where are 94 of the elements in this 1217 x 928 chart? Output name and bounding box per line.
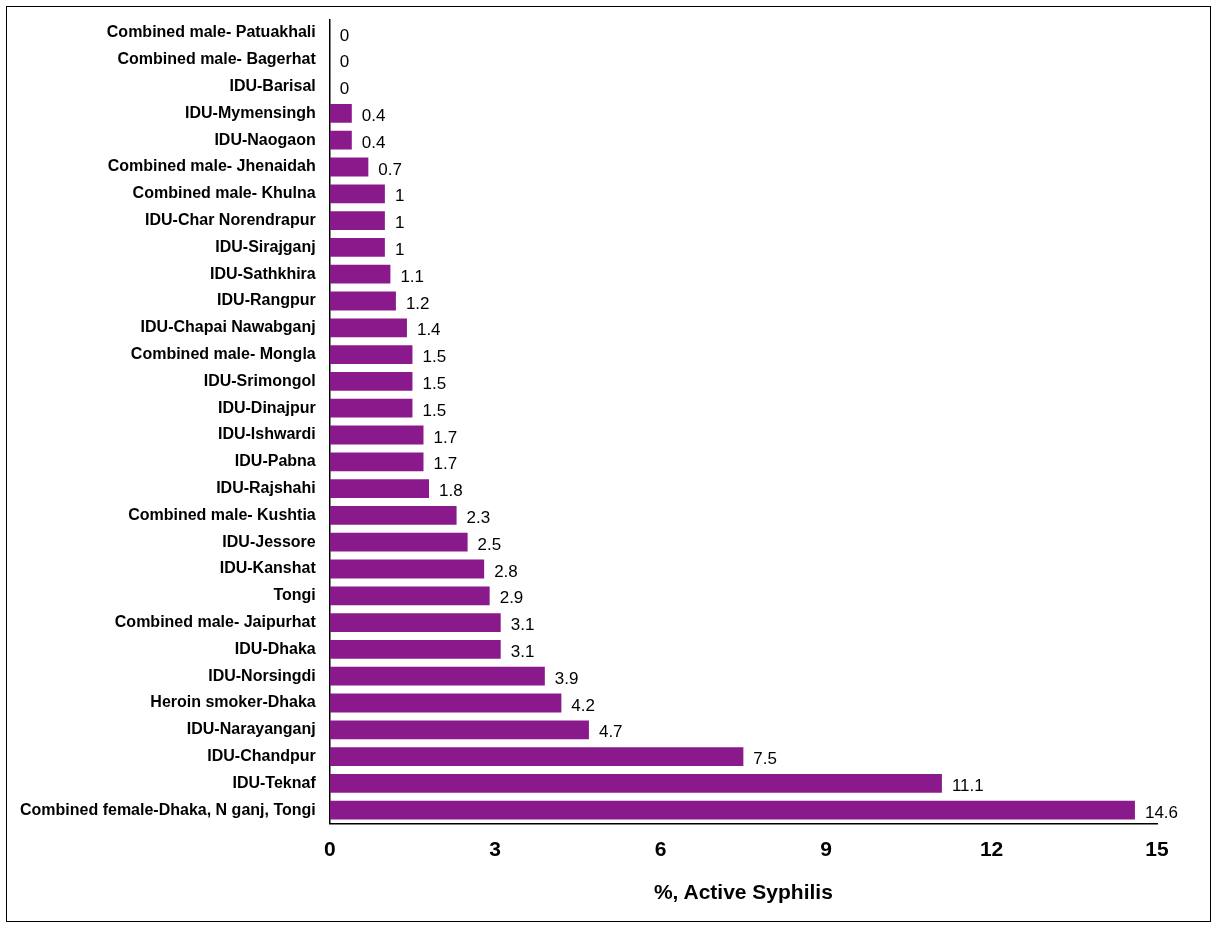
- data-label: 7.5: [753, 749, 778, 769]
- y-tick-label: IDU-Dinajpur: [217, 398, 316, 416]
- bar: [329, 345, 413, 364]
- bar: [329, 720, 589, 740]
- data-label: 1.5: [422, 374, 447, 394]
- y-tick-label: Combined male- Patuakhali: [106, 23, 316, 41]
- bar: [329, 184, 385, 204]
- data-label: 1.5: [422, 400, 447, 420]
- data-label: 1.1: [400, 266, 425, 286]
- data-label: 2.9: [499, 588, 524, 608]
- x-tick-label: 15: [1145, 837, 1169, 860]
- bar: [329, 640, 501, 659]
- data-label: 1.8: [439, 481, 463, 501]
- bar: [329, 532, 468, 552]
- data-label: 2.3: [466, 508, 491, 528]
- bar: [329, 291, 396, 311]
- bar: [329, 318, 407, 338]
- data-label: 1.2: [405, 293, 430, 313]
- y-tick-label: IDU-Naogaon: [214, 130, 316, 148]
- y-tick-label: IDU-Ishwardi: [217, 425, 316, 443]
- y-tick-label: IDU-Teknaf: [232, 773, 317, 791]
- x-tick-label: 9: [820, 837, 832, 860]
- x-tick-label: 12: [979, 837, 1004, 860]
- bar: [329, 747, 744, 766]
- y-tick-label: Combined male- Jaipurhat: [114, 613, 317, 631]
- y-tick-label: IDU-Norsingdi: [208, 666, 316, 684]
- data-label: 3.1: [510, 615, 535, 635]
- bar: [329, 398, 413, 418]
- y-tick-label: IDU-Dhaka: [234, 639, 316, 657]
- y-tick-label: IDU-Kanshat: [219, 559, 317, 577]
- y-tick-label: Combined male- Jhenaidah: [107, 157, 316, 175]
- y-tick-label: IDU-Sirajganj: [215, 237, 316, 255]
- bar: [329, 211, 385, 230]
- data-label: 1: [394, 186, 405, 206]
- data-label: 0: [339, 25, 350, 45]
- y-tick-label: Combined male- Bagerhat: [117, 50, 317, 68]
- x-tick-label: 6: [654, 837, 667, 860]
- y-tick-label: IDU-Jessore: [222, 532, 316, 550]
- data-label: 4.7: [598, 722, 623, 742]
- data-label: 0: [339, 52, 350, 72]
- y-tick-label: IDU-Narayanganj: [186, 720, 316, 738]
- data-label: 11.1: [951, 776, 984, 796]
- bar: [329, 800, 1135, 820]
- bar: [329, 157, 369, 177]
- y-tick-label: Tongi: [273, 586, 316, 604]
- bar: [329, 613, 501, 632]
- bar: [329, 693, 562, 713]
- y-tick-label: Combined male- Kushtia: [128, 505, 316, 523]
- x-tick-label: 3: [489, 837, 502, 860]
- data-label: 3.1: [510, 642, 535, 662]
- data-label: 1.5: [422, 347, 447, 367]
- y-tick-label: IDU-Pabna: [234, 452, 316, 470]
- data-label: 0.7: [378, 159, 402, 179]
- y-tick-label: IDU-Mymensingh: [185, 103, 316, 121]
- y-tick-label: IDU-Srimongol: [203, 371, 316, 389]
- y-tick-label: Heroin smoker-Dhaka: [150, 693, 316, 711]
- data-label: 2.5: [477, 534, 502, 554]
- data-label: 0: [339, 79, 350, 99]
- y-tick-label: IDU-Barisal: [229, 77, 316, 95]
- y-tick-label: Combined male- Khulna: [132, 184, 316, 202]
- y-tick-label: Combined male- Mongla: [130, 345, 316, 363]
- data-label: 3.9: [554, 668, 579, 688]
- bar: [329, 238, 385, 257]
- data-label: 4.2: [571, 695, 596, 715]
- bar: [329, 559, 485, 579]
- bar: [329, 506, 457, 525]
- data-label: 0.4: [361, 132, 386, 152]
- y-tick-label: IDU-Sathkhira: [209, 264, 316, 282]
- bar: [329, 774, 942, 793]
- data-label: 1: [394, 240, 405, 260]
- data-label: 0.4: [361, 106, 386, 126]
- data-label: 1.4: [416, 320, 441, 340]
- bar: [329, 130, 352, 150]
- y-tick-label: Combined female-Dhaka, N ganj, Tongi: [20, 800, 316, 818]
- bar: [329, 452, 424, 472]
- data-label: 1.7: [433, 427, 458, 447]
- data-label: 1: [394, 213, 405, 233]
- y-tick-label: IDU-Char Norendrapur: [145, 211, 316, 229]
- x-axis-title: %, Active Syphilis: [653, 880, 833, 904]
- bar: [329, 666, 545, 686]
- bar: [329, 586, 490, 606]
- y-tick-label: IDU-Rangpur: [217, 291, 316, 309]
- bar: [329, 479, 430, 498]
- bar: [329, 425, 424, 445]
- data-label: 1.7: [433, 454, 458, 474]
- data-label: 2.8: [494, 561, 518, 581]
- data-label: 14.6: [1144, 802, 1179, 822]
- bar: [329, 372, 413, 391]
- bar: [329, 264, 391, 284]
- y-tick-label: IDU-Rajshahi: [216, 479, 316, 497]
- y-tick-label: IDU-Chandpur: [207, 747, 316, 765]
- x-tick-label: 0: [323, 837, 336, 860]
- bar: [329, 104, 352, 123]
- y-tick-label: IDU-Chapai Nawabganj: [140, 318, 316, 336]
